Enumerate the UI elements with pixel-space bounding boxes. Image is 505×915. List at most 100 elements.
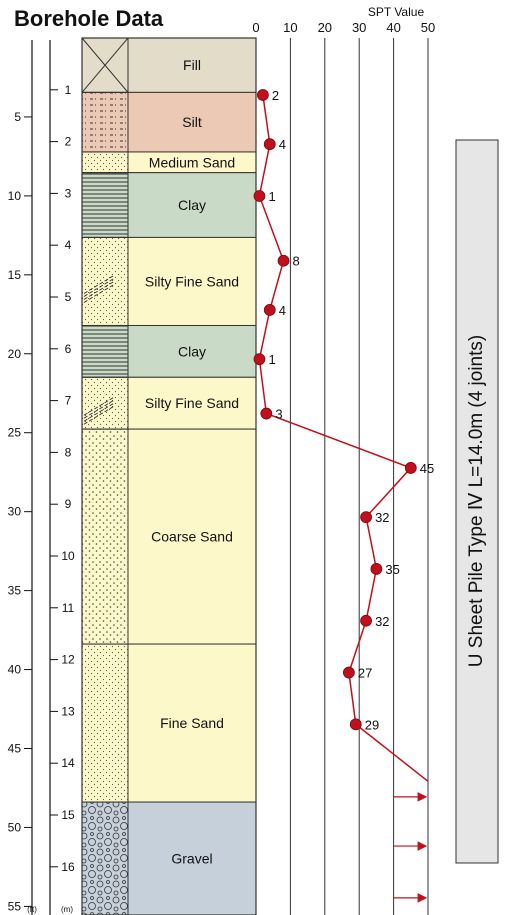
m-tick-label: 13 bbox=[61, 704, 75, 718]
spt-point bbox=[404, 462, 417, 474]
layer-name: Gravel bbox=[171, 851, 212, 867]
spt-point bbox=[260, 407, 273, 420]
spt-point bbox=[360, 614, 372, 627]
soil-layer: Medium Sand bbox=[81, 151, 257, 174]
layer-name: Clay bbox=[178, 343, 206, 359]
layer-label-cell bbox=[127, 428, 257, 645]
m-tick-label: 10 bbox=[61, 549, 75, 563]
layer-name: Medium Sand bbox=[149, 154, 235, 170]
layer-label-cell bbox=[127, 801, 257, 915]
layer-name: Silt bbox=[182, 114, 202, 130]
spt-value-label: 35 bbox=[385, 562, 399, 577]
spt-axis-label: SPT Value bbox=[368, 5, 425, 19]
spt-value-label: 32 bbox=[375, 510, 389, 525]
layer-name: Fill bbox=[183, 57, 201, 73]
spt-value-label: 29 bbox=[365, 717, 379, 732]
m-tick-label: 16 bbox=[61, 860, 75, 874]
ft-tick-label: 5 bbox=[14, 110, 21, 124]
layer-pattern bbox=[81, 801, 129, 915]
spt-value-label: 45 bbox=[420, 461, 434, 476]
ft-tick-label: 55 bbox=[8, 899, 22, 913]
soil-layer: Silty Fine Sand bbox=[81, 376, 257, 430]
m-unit-label: (m) bbox=[61, 905, 73, 914]
layer-pattern bbox=[81, 236, 129, 326]
spt-point bbox=[277, 254, 290, 267]
soil-layer: Clay bbox=[81, 172, 257, 238]
m-tick-label: 9 bbox=[65, 497, 72, 511]
spt-point bbox=[263, 138, 276, 151]
ft-tick-label: 20 bbox=[8, 347, 22, 361]
layer-pattern bbox=[81, 172, 129, 238]
ft-tick-label: 30 bbox=[8, 505, 22, 519]
spt-point bbox=[256, 89, 269, 101]
spt-point bbox=[360, 511, 372, 524]
layer-pattern bbox=[81, 324, 129, 378]
m-tick-label: 1 bbox=[65, 83, 72, 97]
ft-tick-label: 35 bbox=[8, 584, 22, 598]
soil-layer: Fine Sand bbox=[81, 643, 257, 803]
spt-tick-label: 10 bbox=[283, 20, 297, 35]
spt-point bbox=[342, 666, 355, 679]
m-tick-label: 14 bbox=[61, 756, 75, 770]
spt-value-label: 3 bbox=[275, 407, 282, 422]
sheet-pile-box bbox=[455, 139, 499, 864]
borehole-title: Borehole Data bbox=[14, 6, 164, 31]
spt-value-label: 1 bbox=[268, 352, 275, 367]
layer-label-cell bbox=[127, 37, 257, 93]
spt-line bbox=[258, 94, 429, 782]
layer-name: Clay bbox=[178, 197, 206, 213]
layer-label-cell bbox=[127, 324, 257, 378]
spt-value-label: 4 bbox=[279, 137, 286, 152]
spt-tick-label: 50 bbox=[421, 20, 435, 35]
spt-point bbox=[253, 353, 266, 366]
m-tick-label: 5 bbox=[65, 290, 72, 304]
layer-pattern bbox=[81, 428, 129, 645]
ft-ticks: 5 10 15 20 25 30 35 40 45 50 55 bbox=[8, 110, 32, 913]
soil-layer: Coarse Sand bbox=[81, 428, 257, 645]
spt-tick-label: 20 bbox=[318, 20, 332, 35]
layer-name: Fine Sand bbox=[160, 715, 224, 731]
layer-pattern bbox=[81, 91, 129, 153]
spt-tick-label: 0 bbox=[252, 20, 259, 35]
layer-pattern bbox=[81, 376, 129, 430]
m-tick-label: 8 bbox=[65, 445, 72, 459]
spt-grid bbox=[255, 38, 429, 915]
ft-tick-label: 45 bbox=[8, 741, 22, 755]
sheet-pile-label: U Sheet Pile Type Ⅳ L=14.0m (4 joints) bbox=[466, 335, 487, 667]
m-tick-label: 11 bbox=[62, 601, 75, 615]
spt-tick-label: 30 bbox=[352, 20, 366, 35]
layer-label-cell bbox=[127, 172, 257, 238]
layer-pattern bbox=[81, 151, 129, 174]
spt-tick-labels: 0 10 20 30 40 50 bbox=[252, 20, 435, 35]
ft-tick-label: 15 bbox=[8, 268, 22, 282]
spt-value-label: 4 bbox=[279, 303, 286, 318]
layer-name: Coarse Sand bbox=[151, 529, 233, 545]
ft-tick-label: 40 bbox=[8, 663, 22, 677]
spt-series: 2 4 1 8 4 1 3 45 32 35 32 27 29 bbox=[253, 88, 434, 903]
spt-point bbox=[370, 563, 383, 575]
m-tick-label: 3 bbox=[65, 186, 72, 200]
soil-layer: Silt bbox=[81, 91, 257, 153]
layer-name: Silty Fine Sand bbox=[145, 273, 239, 289]
ft-unit-label: (ft) bbox=[27, 905, 37, 914]
spt-tick-label: 40 bbox=[386, 20, 400, 35]
m-tick-label: 2 bbox=[65, 135, 72, 149]
m-tick-label: 6 bbox=[65, 342, 72, 356]
layer-name: Silty Fine Sand bbox=[145, 395, 239, 411]
spt-point bbox=[349, 718, 362, 731]
ft-tick-label: 50 bbox=[8, 820, 22, 834]
layer-label-cell bbox=[127, 643, 257, 803]
soil-layer: Clay bbox=[81, 324, 257, 378]
spt-value-label: 8 bbox=[293, 254, 300, 269]
fill-cross bbox=[81, 37, 129, 93]
spt-value-label: 2 bbox=[272, 88, 279, 103]
ft-tick-label: 25 bbox=[8, 426, 22, 440]
sheet-pile: U Sheet Pile Type Ⅳ L=14.0m (4 joints) bbox=[455, 139, 499, 864]
m-tick-label: 4 bbox=[65, 238, 72, 252]
spt-point bbox=[253, 190, 266, 202]
soil-layer: Silty Fine Sand bbox=[81, 236, 257, 326]
m-tick-label: 15 bbox=[61, 808, 75, 822]
spt-value-label: 32 bbox=[375, 614, 389, 629]
